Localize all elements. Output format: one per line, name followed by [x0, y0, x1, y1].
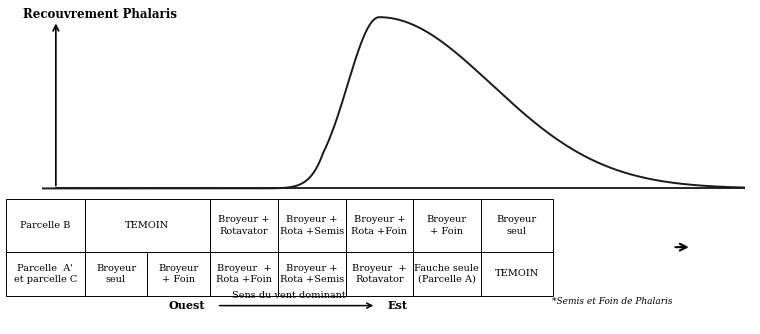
Bar [6, 199, 84, 252]
Text: Broyeur  +
Rota +Foin: Broyeur + Rota +Foin [216, 264, 272, 284]
Text: Sens du vent dominant: Sens du vent dominant [232, 291, 346, 300]
Text: Ouest: Ouest [169, 300, 205, 311]
Bar [210, 252, 278, 296]
Bar [147, 252, 210, 296]
Text: TEMOIN: TEMOIN [495, 270, 539, 278]
Bar [210, 199, 278, 252]
Bar [480, 252, 553, 296]
Text: Fauche seule
(Parcelle A): Fauche seule (Parcelle A) [414, 264, 479, 284]
Bar [6, 252, 84, 296]
Text: Broyeur
+ Foin: Broyeur + Foin [159, 264, 199, 284]
Text: Parcelle B: Parcelle B [21, 221, 71, 230]
Text: TEMOIN: TEMOIN [125, 221, 169, 230]
Text: Broyeur +
Rota +Foin: Broyeur + Rota +Foin [351, 215, 407, 235]
Bar [278, 252, 346, 296]
Text: Broyeur +
Rota +Semis: Broyeur + Rota +Semis [280, 215, 344, 235]
Text: Broyeur  +
Rotavator: Broyeur + Rotavator [352, 264, 407, 284]
Bar [413, 252, 480, 296]
Text: Broyeur +
Rotavator: Broyeur + Rotavator [218, 215, 270, 235]
Bar [413, 199, 480, 252]
Bar [84, 252, 147, 296]
Bar [346, 199, 413, 252]
Text: Recouvrement Phalaris: Recouvrement Phalaris [23, 8, 177, 21]
Text: Est: Est [388, 300, 407, 311]
Bar [480, 199, 553, 252]
Bar [278, 199, 346, 252]
Bar [346, 252, 413, 296]
Text: Broyeur
+ Foin: Broyeur + Foin [426, 215, 467, 235]
Bar [84, 199, 210, 252]
Text: Broyeur
seul: Broyeur seul [96, 264, 136, 284]
Text: *Semis et Foin de Phalaris: *Semis et Foin de Phalaris [552, 297, 673, 306]
Text: Broyeur +
Rota +Semis: Broyeur + Rota +Semis [280, 264, 344, 284]
Text: Parcelle  A'
et parcelle C: Parcelle A' et parcelle C [14, 264, 77, 284]
Text: Broyeur
seul: Broyeur seul [496, 215, 537, 235]
